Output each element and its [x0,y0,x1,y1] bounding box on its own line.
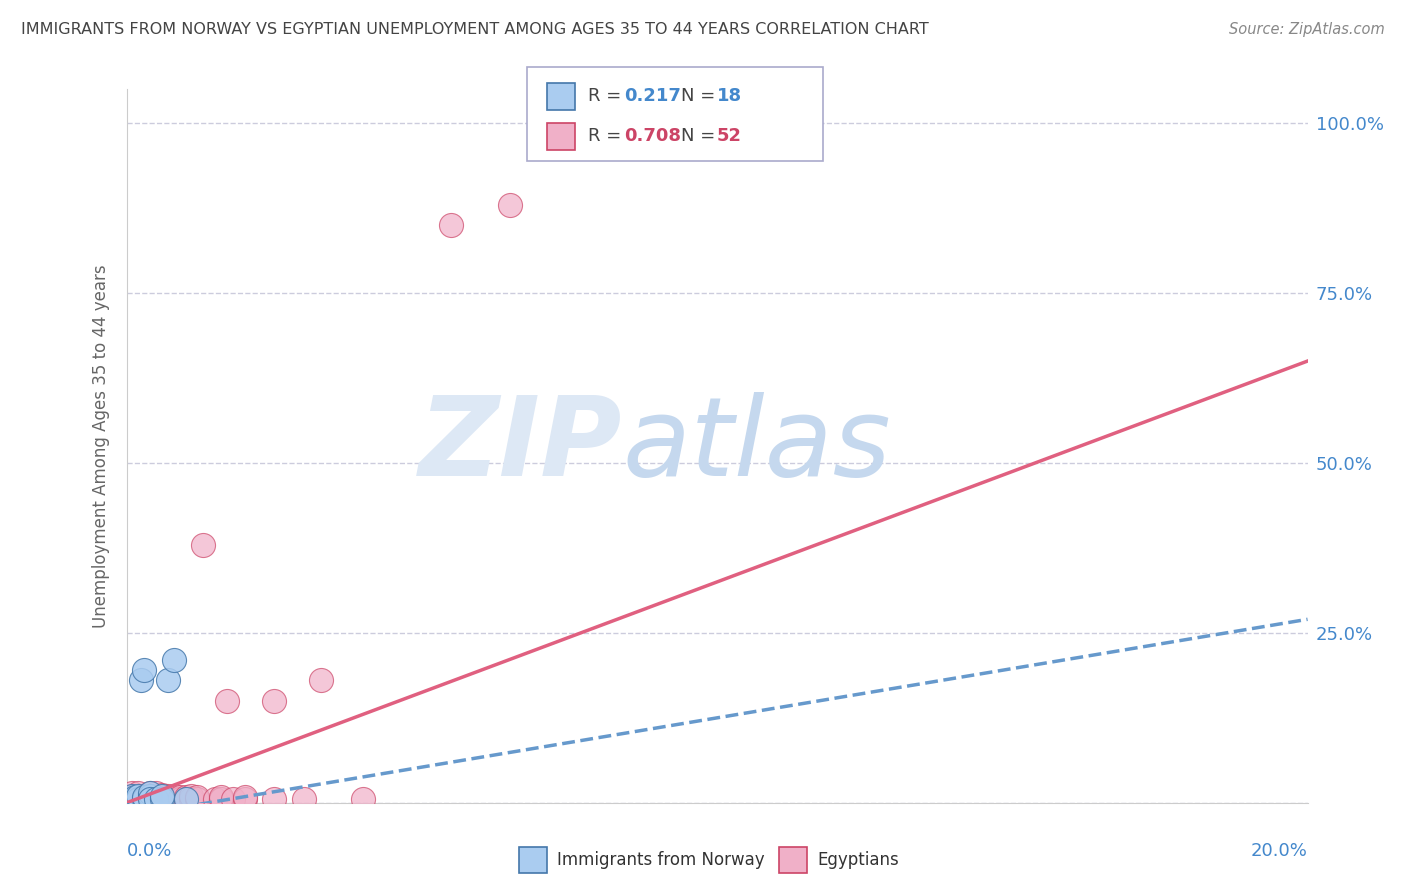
Point [139,792,162,806]
Point [127,792,149,806]
Point [139,786,162,800]
Point [121,786,143,800]
Point [150,788,173,802]
Point [163,653,186,667]
Point [139,789,162,803]
Point [204,792,226,806]
Point [145,792,167,806]
Point [150,792,173,806]
Point [156,673,179,688]
Text: IMMIGRANTS FROM NORWAY VS EGYPTIAN UNEMPLOYMENT AMONG AGES 35 TO 44 YEARS CORREL: IMMIGRANTS FROM NORWAY VS EGYPTIAN UNEMP… [21,22,929,37]
Text: 0.0%: 0.0% [127,842,172,860]
Point [121,792,143,806]
Point [127,786,149,800]
Point [215,694,238,708]
Point [134,789,156,803]
Point [174,790,197,805]
Point [209,792,232,806]
Y-axis label: Unemployment Among Ages 35 to 44 years: Unemployment Among Ages 35 to 44 years [91,264,110,628]
Point [124,790,146,805]
Text: 20.0%: 20.0% [1251,842,1308,860]
Text: Egyptians: Egyptians [817,851,898,869]
Point [134,792,156,806]
Point [121,789,143,803]
Point [209,790,232,805]
Point [222,792,245,806]
Point [150,792,173,806]
Text: N =: N = [681,87,720,105]
Point [139,792,162,806]
Text: 0.708: 0.708 [624,128,682,145]
Point [121,792,143,806]
Point [121,789,143,803]
Point [145,792,167,806]
Point [127,792,149,806]
Point [499,198,522,212]
Text: 52: 52 [717,128,742,145]
Text: ZIP: ZIP [419,392,623,500]
Point [156,790,179,805]
Point [134,792,156,806]
Point [180,792,202,806]
Point [145,786,167,800]
Point [311,673,333,688]
Point [127,790,149,805]
Point [193,537,215,551]
Text: 0.217: 0.217 [624,87,681,105]
Text: 18: 18 [717,87,742,105]
Point [124,790,146,805]
Point [163,789,186,803]
Point [352,792,374,806]
Point [129,673,153,688]
Text: R =: R = [588,87,627,105]
Point [163,792,186,806]
Point [134,790,156,805]
Text: R =: R = [588,128,627,145]
Text: Source: ZipAtlas.com: Source: ZipAtlas.com [1229,22,1385,37]
Point [174,792,197,806]
Point [124,792,146,806]
Point [134,663,156,677]
Point [263,792,285,806]
Point [145,790,167,805]
Point [233,790,256,805]
Point [129,792,153,806]
Point [174,792,197,806]
Point [139,786,162,800]
Point [156,789,179,803]
Text: N =: N = [681,128,720,145]
Point [134,790,156,805]
Point [186,790,208,805]
Point [127,789,149,803]
Point [169,790,191,805]
Text: atlas: atlas [623,392,891,500]
Point [440,218,463,232]
Point [156,792,179,806]
Point [150,790,173,805]
Point [292,792,315,806]
Point [121,790,143,805]
Point [233,792,256,806]
Point [139,789,162,803]
Point [169,792,191,806]
Point [139,790,162,805]
Point [145,789,167,803]
Text: Immigrants from Norway: Immigrants from Norway [557,851,765,869]
Point [150,789,173,803]
Point [263,694,285,708]
Point [186,792,208,806]
Point [180,789,202,803]
